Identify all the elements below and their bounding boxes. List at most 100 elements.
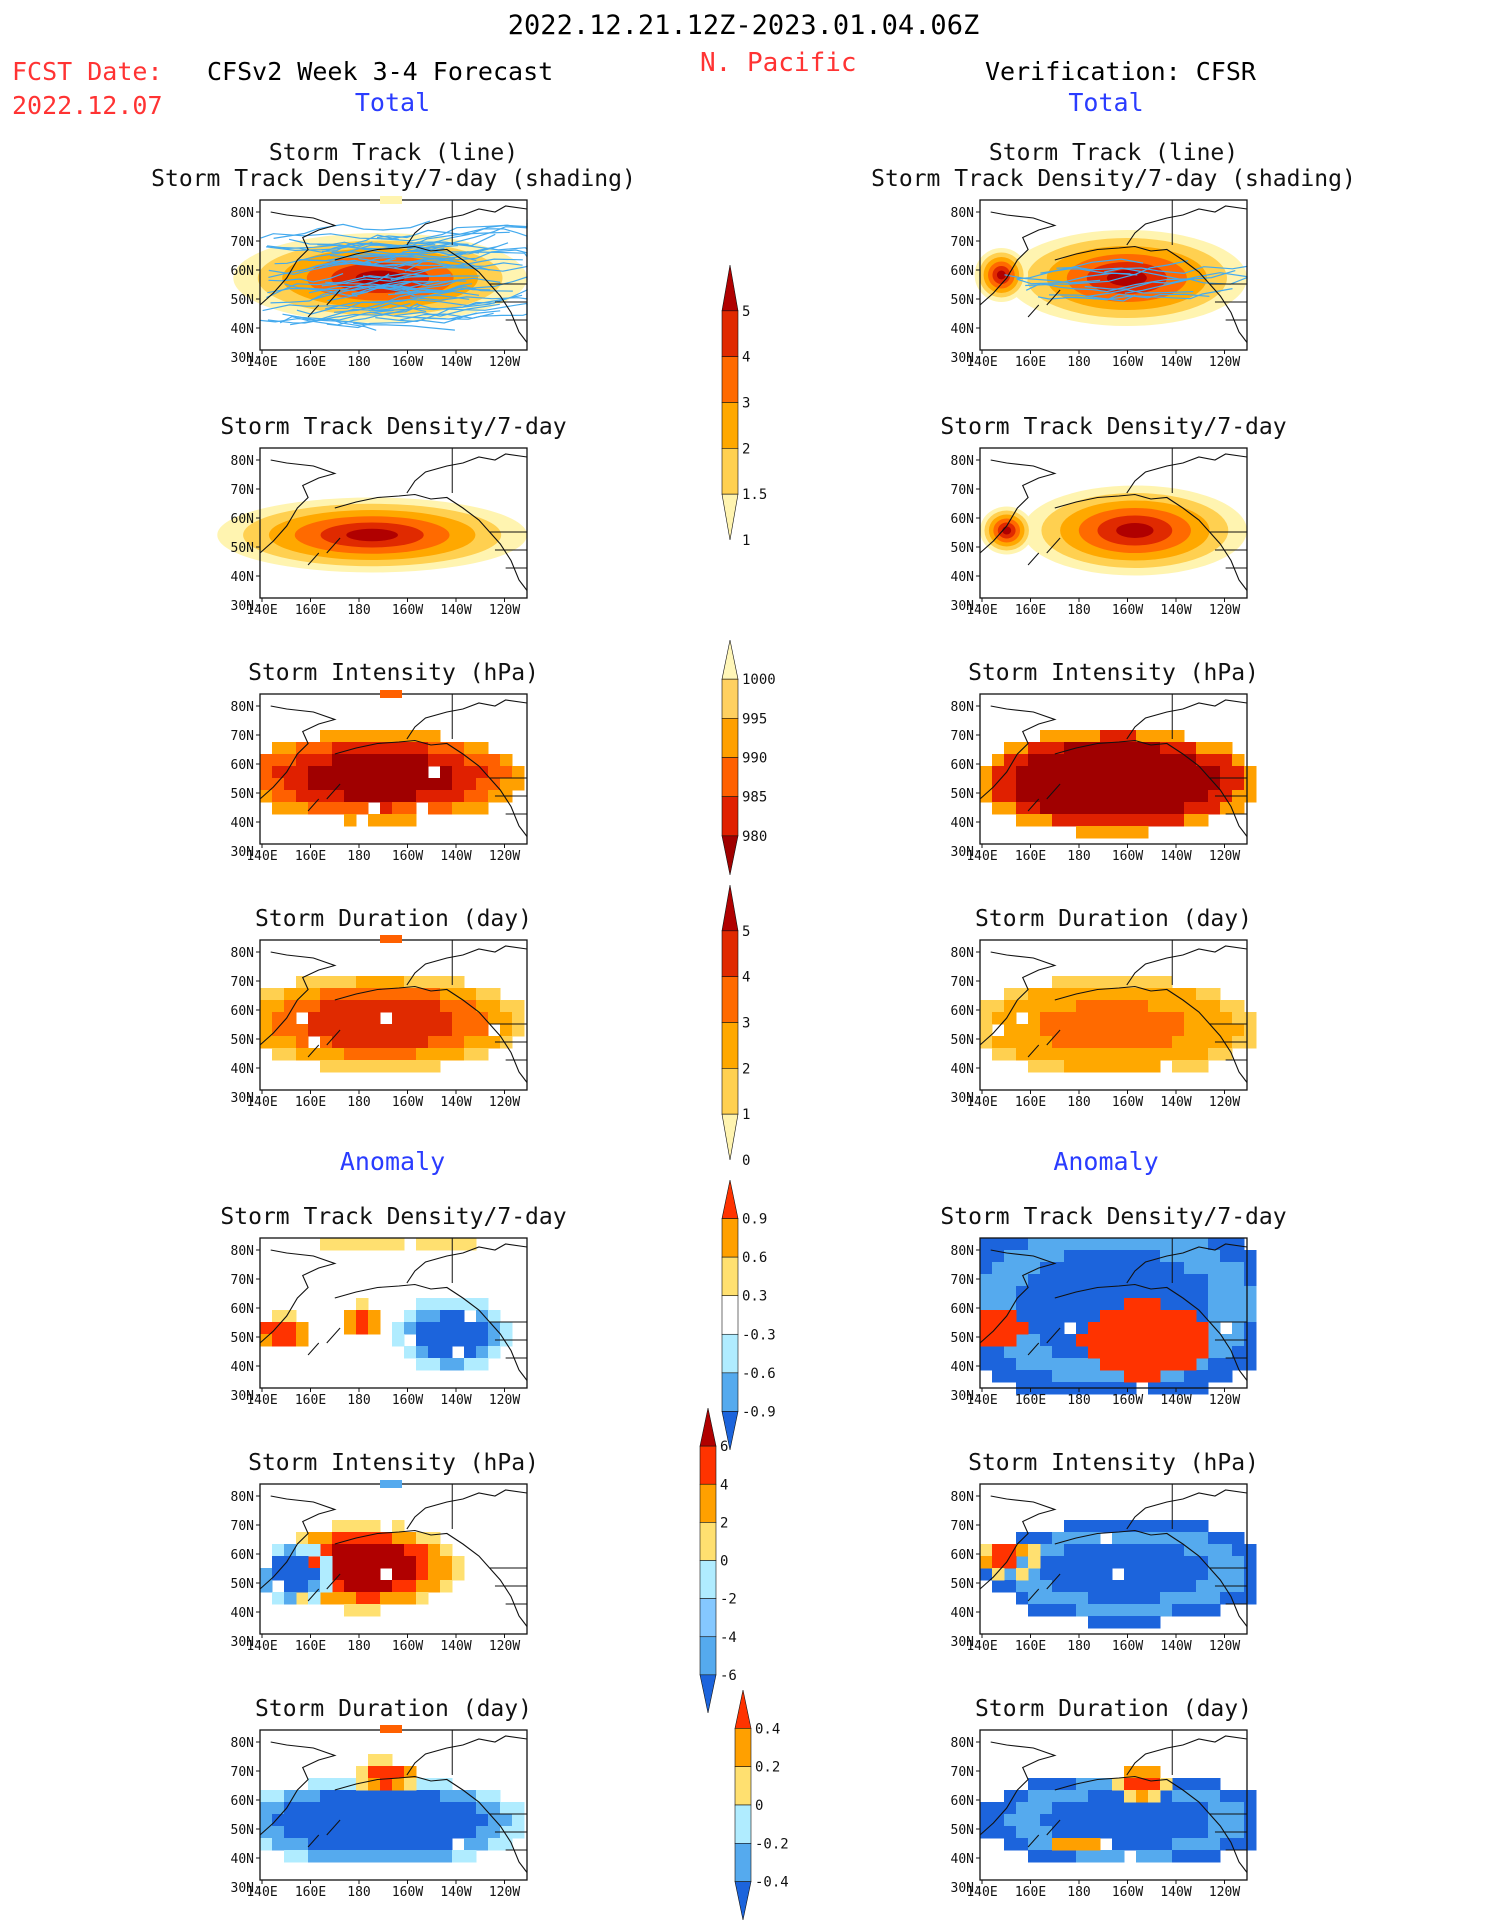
shade-cell [1052,802,1065,815]
shade-cell [1112,1778,1125,1791]
shade-cell [308,778,321,791]
shade-cell [1004,1790,1017,1803]
shade-cell [992,766,1005,779]
shade-cell [1040,1000,1053,1013]
colorbar-label: 0.4 [755,1721,780,1737]
shade-cell [1232,766,1245,779]
shade-cell [1124,1580,1137,1593]
shade-cell [1244,1310,1257,1323]
shade-cell [284,1036,297,1049]
shade-cell [1172,1520,1185,1533]
shade-cell [1220,1790,1233,1803]
shade-cell [992,1048,1005,1061]
shade-cell [992,1814,1005,1827]
shade-cell [368,1802,381,1815]
coastline [1054,493,1248,591]
shade-cell [1052,1358,1065,1371]
shade-cell [296,1826,309,1839]
shade-cell [1172,1346,1185,1359]
shade-cell [344,1310,357,1323]
map-top-marker [380,1725,402,1733]
shade-cell [1172,730,1185,743]
shade-cell [1124,1616,1137,1629]
lon-label: 160W [1112,1393,1143,1408]
lon-label: 120W [489,1095,520,1110]
shade-cell [1172,1850,1185,1863]
shade-cell [368,1838,381,1851]
shade-cell [296,1814,309,1827]
shade-cell [404,1802,417,1815]
lat-label: 40N [951,1360,974,1375]
shade-cell [1184,1012,1197,1025]
shade-cell [1028,1802,1041,1815]
shade-cell [404,814,417,827]
shade-cell [1076,1568,1089,1581]
colorbar-segment [721,976,739,1023]
shade-cell [1244,1274,1257,1287]
shade-cell [1052,1012,1065,1025]
colorbar-segment [699,1560,717,1599]
shade-cell [1184,1838,1197,1851]
shade-cell [1028,1298,1041,1311]
shade-cell [260,1580,273,1593]
shade-cell [980,1334,993,1347]
shade-cell [380,988,393,1001]
shade-cell [1136,1790,1149,1803]
shade-cell [440,790,453,803]
shade-cell [1124,1346,1137,1359]
shade-cell [1040,1532,1053,1545]
coastline [979,1741,1057,1836]
shade-cell [380,742,393,755]
colorbar-segment [721,1333,739,1374]
shade-cell [1136,1778,1149,1791]
lat-label: 40N [951,816,974,831]
lon-label: 120W [1209,1639,1240,1654]
shade-cell [1220,1544,1233,1557]
map-frame [979,447,1248,599]
shade-cell [1232,1838,1245,1851]
colorbar-arrow-top [734,1689,752,1729]
shade-cell [1076,1298,1089,1311]
shade-cell [1148,1024,1161,1037]
shade-cell [344,1850,357,1863]
shade-cell [452,790,465,803]
shade-cell [1064,1370,1077,1383]
coastline [979,1249,1057,1344]
shade-cell [452,742,465,755]
shade-cell [1184,1358,1197,1371]
shade-cell [1040,1838,1053,1851]
shade-cell [1088,1036,1101,1049]
lat-label: 60N [951,758,974,773]
shade-cell [272,742,285,755]
shade-cell [296,754,309,767]
coastline [334,1529,528,1627]
shade-cell [1112,1000,1125,1013]
shade-cell [320,1544,333,1557]
shade-cell [1184,1850,1197,1863]
lon-label: 140W [1160,1393,1191,1408]
shade-cell [392,1556,405,1569]
shade-cell [1112,1036,1125,1049]
shade-cell [1004,1036,1017,1049]
shade-cell [392,1778,405,1791]
lat-label: 70N [231,235,254,250]
coastline [1046,1029,1061,1046]
shade-cell [1172,1000,1185,1013]
shade-cell [1208,1826,1221,1839]
storm-track-line [369,310,501,320]
shade-cell [332,1580,345,1593]
shade-cell [356,1012,369,1025]
lat-label: 80N [951,946,974,961]
shade-cell [284,1826,297,1839]
shade-cell [380,1754,393,1767]
shade-cell [1076,1778,1089,1791]
shade-cell [368,814,381,827]
shade-cell [464,1838,477,1851]
lat-label: 40N [231,570,254,585]
shade-cell [1124,1060,1137,1073]
shade-cell [1040,988,1053,1001]
shade-cell [1196,1012,1209,1025]
shade-cell [1160,1048,1173,1061]
shade-cell [1076,1310,1089,1323]
coastline [259,211,337,306]
